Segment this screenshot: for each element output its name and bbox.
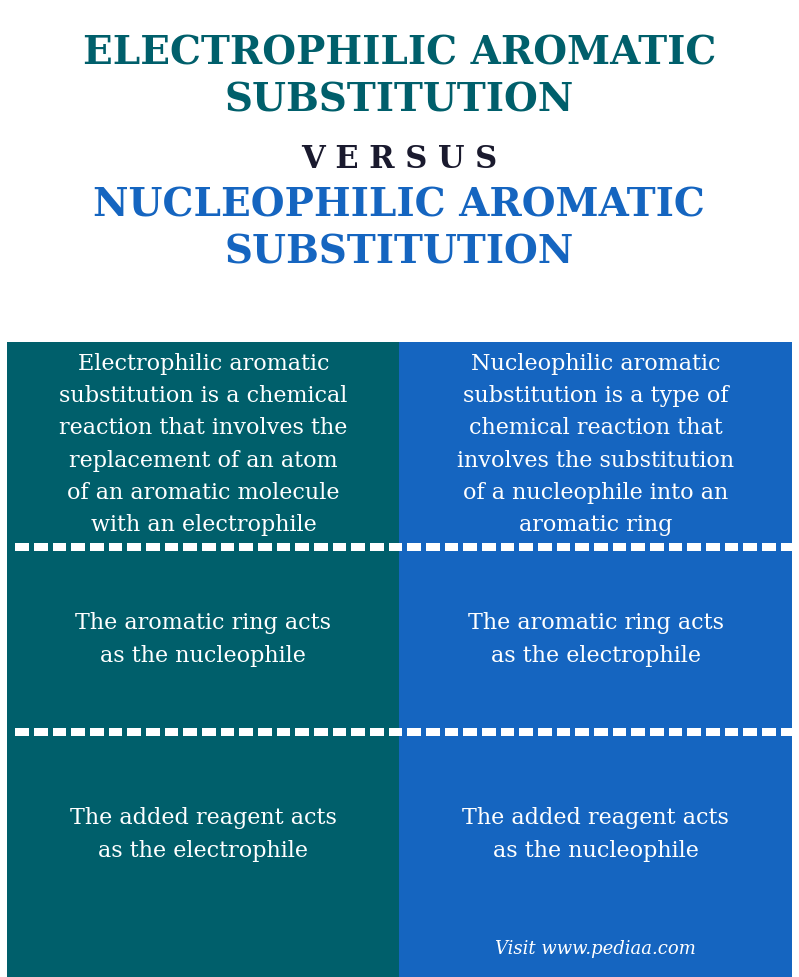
FancyBboxPatch shape: [650, 728, 664, 736]
FancyBboxPatch shape: [400, 342, 793, 977]
FancyBboxPatch shape: [34, 728, 48, 736]
FancyBboxPatch shape: [613, 728, 626, 736]
FancyBboxPatch shape: [314, 543, 328, 551]
FancyBboxPatch shape: [444, 543, 459, 551]
FancyBboxPatch shape: [109, 728, 122, 736]
FancyBboxPatch shape: [631, 728, 645, 736]
FancyBboxPatch shape: [239, 543, 253, 551]
FancyBboxPatch shape: [538, 728, 551, 736]
FancyBboxPatch shape: [276, 543, 290, 551]
FancyBboxPatch shape: [482, 543, 495, 551]
FancyBboxPatch shape: [519, 728, 533, 736]
FancyBboxPatch shape: [15, 543, 29, 551]
FancyBboxPatch shape: [183, 543, 197, 551]
FancyBboxPatch shape: [743, 728, 757, 736]
FancyBboxPatch shape: [7, 342, 399, 977]
FancyBboxPatch shape: [426, 543, 439, 551]
FancyBboxPatch shape: [762, 728, 776, 736]
FancyBboxPatch shape: [7, 0, 793, 342]
FancyBboxPatch shape: [127, 728, 141, 736]
FancyBboxPatch shape: [463, 728, 477, 736]
FancyBboxPatch shape: [53, 728, 66, 736]
FancyBboxPatch shape: [650, 543, 664, 551]
FancyBboxPatch shape: [687, 543, 701, 551]
Text: The added reagent acts
as the electrophile: The added reagent acts as the electrophi…: [70, 807, 337, 862]
FancyBboxPatch shape: [276, 728, 290, 736]
FancyBboxPatch shape: [146, 543, 160, 551]
FancyBboxPatch shape: [239, 728, 253, 736]
FancyBboxPatch shape: [725, 543, 738, 551]
FancyBboxPatch shape: [165, 543, 178, 551]
FancyBboxPatch shape: [444, 728, 459, 736]
Text: ELECTROPHILIC AROMATIC
SUBSTITUTION: ELECTROPHILIC AROMATIC SUBSTITUTION: [83, 34, 716, 119]
FancyBboxPatch shape: [725, 728, 738, 736]
FancyBboxPatch shape: [613, 543, 626, 551]
FancyBboxPatch shape: [575, 543, 589, 551]
FancyBboxPatch shape: [519, 543, 533, 551]
FancyBboxPatch shape: [183, 728, 197, 736]
FancyBboxPatch shape: [34, 543, 48, 551]
Text: Visit www.pediaa.com: Visit www.pediaa.com: [495, 940, 696, 958]
FancyBboxPatch shape: [575, 728, 589, 736]
FancyBboxPatch shape: [706, 543, 720, 551]
FancyBboxPatch shape: [706, 728, 720, 736]
FancyBboxPatch shape: [500, 543, 515, 551]
FancyBboxPatch shape: [669, 728, 682, 736]
FancyBboxPatch shape: [352, 728, 365, 736]
FancyBboxPatch shape: [743, 543, 757, 551]
FancyBboxPatch shape: [631, 543, 645, 551]
FancyBboxPatch shape: [109, 543, 122, 551]
FancyBboxPatch shape: [781, 728, 794, 736]
FancyBboxPatch shape: [426, 728, 439, 736]
Text: Nucleophilic aromatic
substitution is a type of
chemical reaction that
involves : Nucleophilic aromatic substitution is a …: [457, 353, 734, 536]
Text: The aromatic ring acts
as the nucleophile: The aromatic ring acts as the nucleophil…: [75, 613, 332, 666]
FancyBboxPatch shape: [146, 728, 160, 736]
FancyBboxPatch shape: [127, 543, 141, 551]
FancyBboxPatch shape: [71, 728, 85, 736]
FancyBboxPatch shape: [370, 728, 384, 736]
FancyBboxPatch shape: [407, 728, 421, 736]
FancyBboxPatch shape: [90, 543, 104, 551]
FancyBboxPatch shape: [15, 728, 29, 736]
FancyBboxPatch shape: [202, 543, 216, 551]
FancyBboxPatch shape: [258, 728, 272, 736]
FancyBboxPatch shape: [90, 728, 104, 736]
FancyBboxPatch shape: [500, 728, 515, 736]
FancyBboxPatch shape: [352, 543, 365, 551]
Text: Electrophilic aromatic
substitution is a chemical
reaction that involves the
rep: Electrophilic aromatic substitution is a…: [59, 353, 348, 536]
FancyBboxPatch shape: [314, 728, 328, 736]
FancyBboxPatch shape: [557, 543, 570, 551]
FancyBboxPatch shape: [332, 543, 346, 551]
FancyBboxPatch shape: [370, 543, 384, 551]
FancyBboxPatch shape: [482, 728, 495, 736]
FancyBboxPatch shape: [332, 728, 346, 736]
FancyBboxPatch shape: [762, 543, 776, 551]
FancyBboxPatch shape: [669, 543, 682, 551]
FancyBboxPatch shape: [221, 543, 234, 551]
Text: V E R S U S: V E R S U S: [301, 144, 498, 175]
Text: The added reagent acts
as the nucleophile: The added reagent acts as the nucleophil…: [463, 807, 729, 862]
FancyBboxPatch shape: [202, 728, 216, 736]
FancyBboxPatch shape: [53, 543, 66, 551]
FancyBboxPatch shape: [781, 543, 794, 551]
FancyBboxPatch shape: [407, 543, 421, 551]
Text: NUCLEOPHILIC AROMATIC
SUBSTITUTION: NUCLEOPHILIC AROMATIC SUBSTITUTION: [93, 187, 706, 272]
FancyBboxPatch shape: [594, 728, 608, 736]
FancyBboxPatch shape: [463, 543, 477, 551]
FancyBboxPatch shape: [557, 728, 570, 736]
FancyBboxPatch shape: [258, 543, 272, 551]
Text: The aromatic ring acts
as the electrophile: The aromatic ring acts as the electrophi…: [468, 613, 724, 666]
FancyBboxPatch shape: [165, 728, 178, 736]
FancyBboxPatch shape: [296, 728, 309, 736]
FancyBboxPatch shape: [296, 543, 309, 551]
FancyBboxPatch shape: [538, 543, 551, 551]
FancyBboxPatch shape: [221, 728, 234, 736]
FancyBboxPatch shape: [71, 543, 85, 551]
FancyBboxPatch shape: [594, 543, 608, 551]
FancyBboxPatch shape: [388, 543, 403, 551]
FancyBboxPatch shape: [388, 728, 403, 736]
FancyBboxPatch shape: [687, 728, 701, 736]
